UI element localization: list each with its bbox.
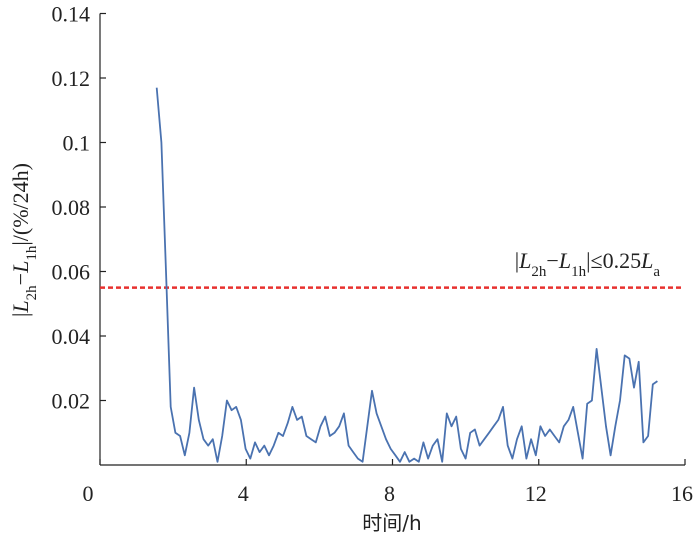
label-part: − xyxy=(546,248,558,273)
label-part: a xyxy=(653,264,660,280)
label-part: | xyxy=(515,248,519,273)
y-axis-label: |L2h−L1h|/(%/24h) xyxy=(8,163,40,317)
label-part: 2h xyxy=(24,285,40,301)
x-tick-label: 0 xyxy=(83,481,94,506)
annotation: |L2h−L1h|≤0.25La xyxy=(515,248,661,280)
y-tick-label: 0.14 xyxy=(52,2,91,27)
label-part: L xyxy=(518,248,531,273)
label-part: | xyxy=(8,313,33,317)
label-part: 1h xyxy=(24,245,40,261)
y-tick-label: 0.06 xyxy=(52,260,91,285)
label-part: L xyxy=(8,261,33,274)
label-part: L xyxy=(8,300,33,313)
label-part: − xyxy=(8,273,33,285)
data-line xyxy=(155,87,658,463)
label-part: L xyxy=(558,248,571,273)
label-part: 1h xyxy=(571,264,587,280)
label-part: L xyxy=(640,248,653,273)
x-axis-label: 时间/h xyxy=(362,511,421,535)
y-tick-label: 0.08 xyxy=(52,195,91,220)
y-tick-label: 0.02 xyxy=(52,389,91,414)
x-tick-label: 16 xyxy=(671,481,693,506)
y-tick-label: 0.1 xyxy=(63,131,91,156)
label-part: |≤0.25 xyxy=(586,248,641,273)
label-part: |/(%/24h) xyxy=(8,163,33,246)
x-tick-label: 12 xyxy=(525,481,547,506)
y-tick-label: 0.12 xyxy=(52,66,91,91)
label-part: 2h xyxy=(531,264,547,280)
y-tick-label: 0.04 xyxy=(52,324,91,349)
x-tick-label: 8 xyxy=(384,481,395,506)
x-tick-label: 4 xyxy=(238,481,249,506)
